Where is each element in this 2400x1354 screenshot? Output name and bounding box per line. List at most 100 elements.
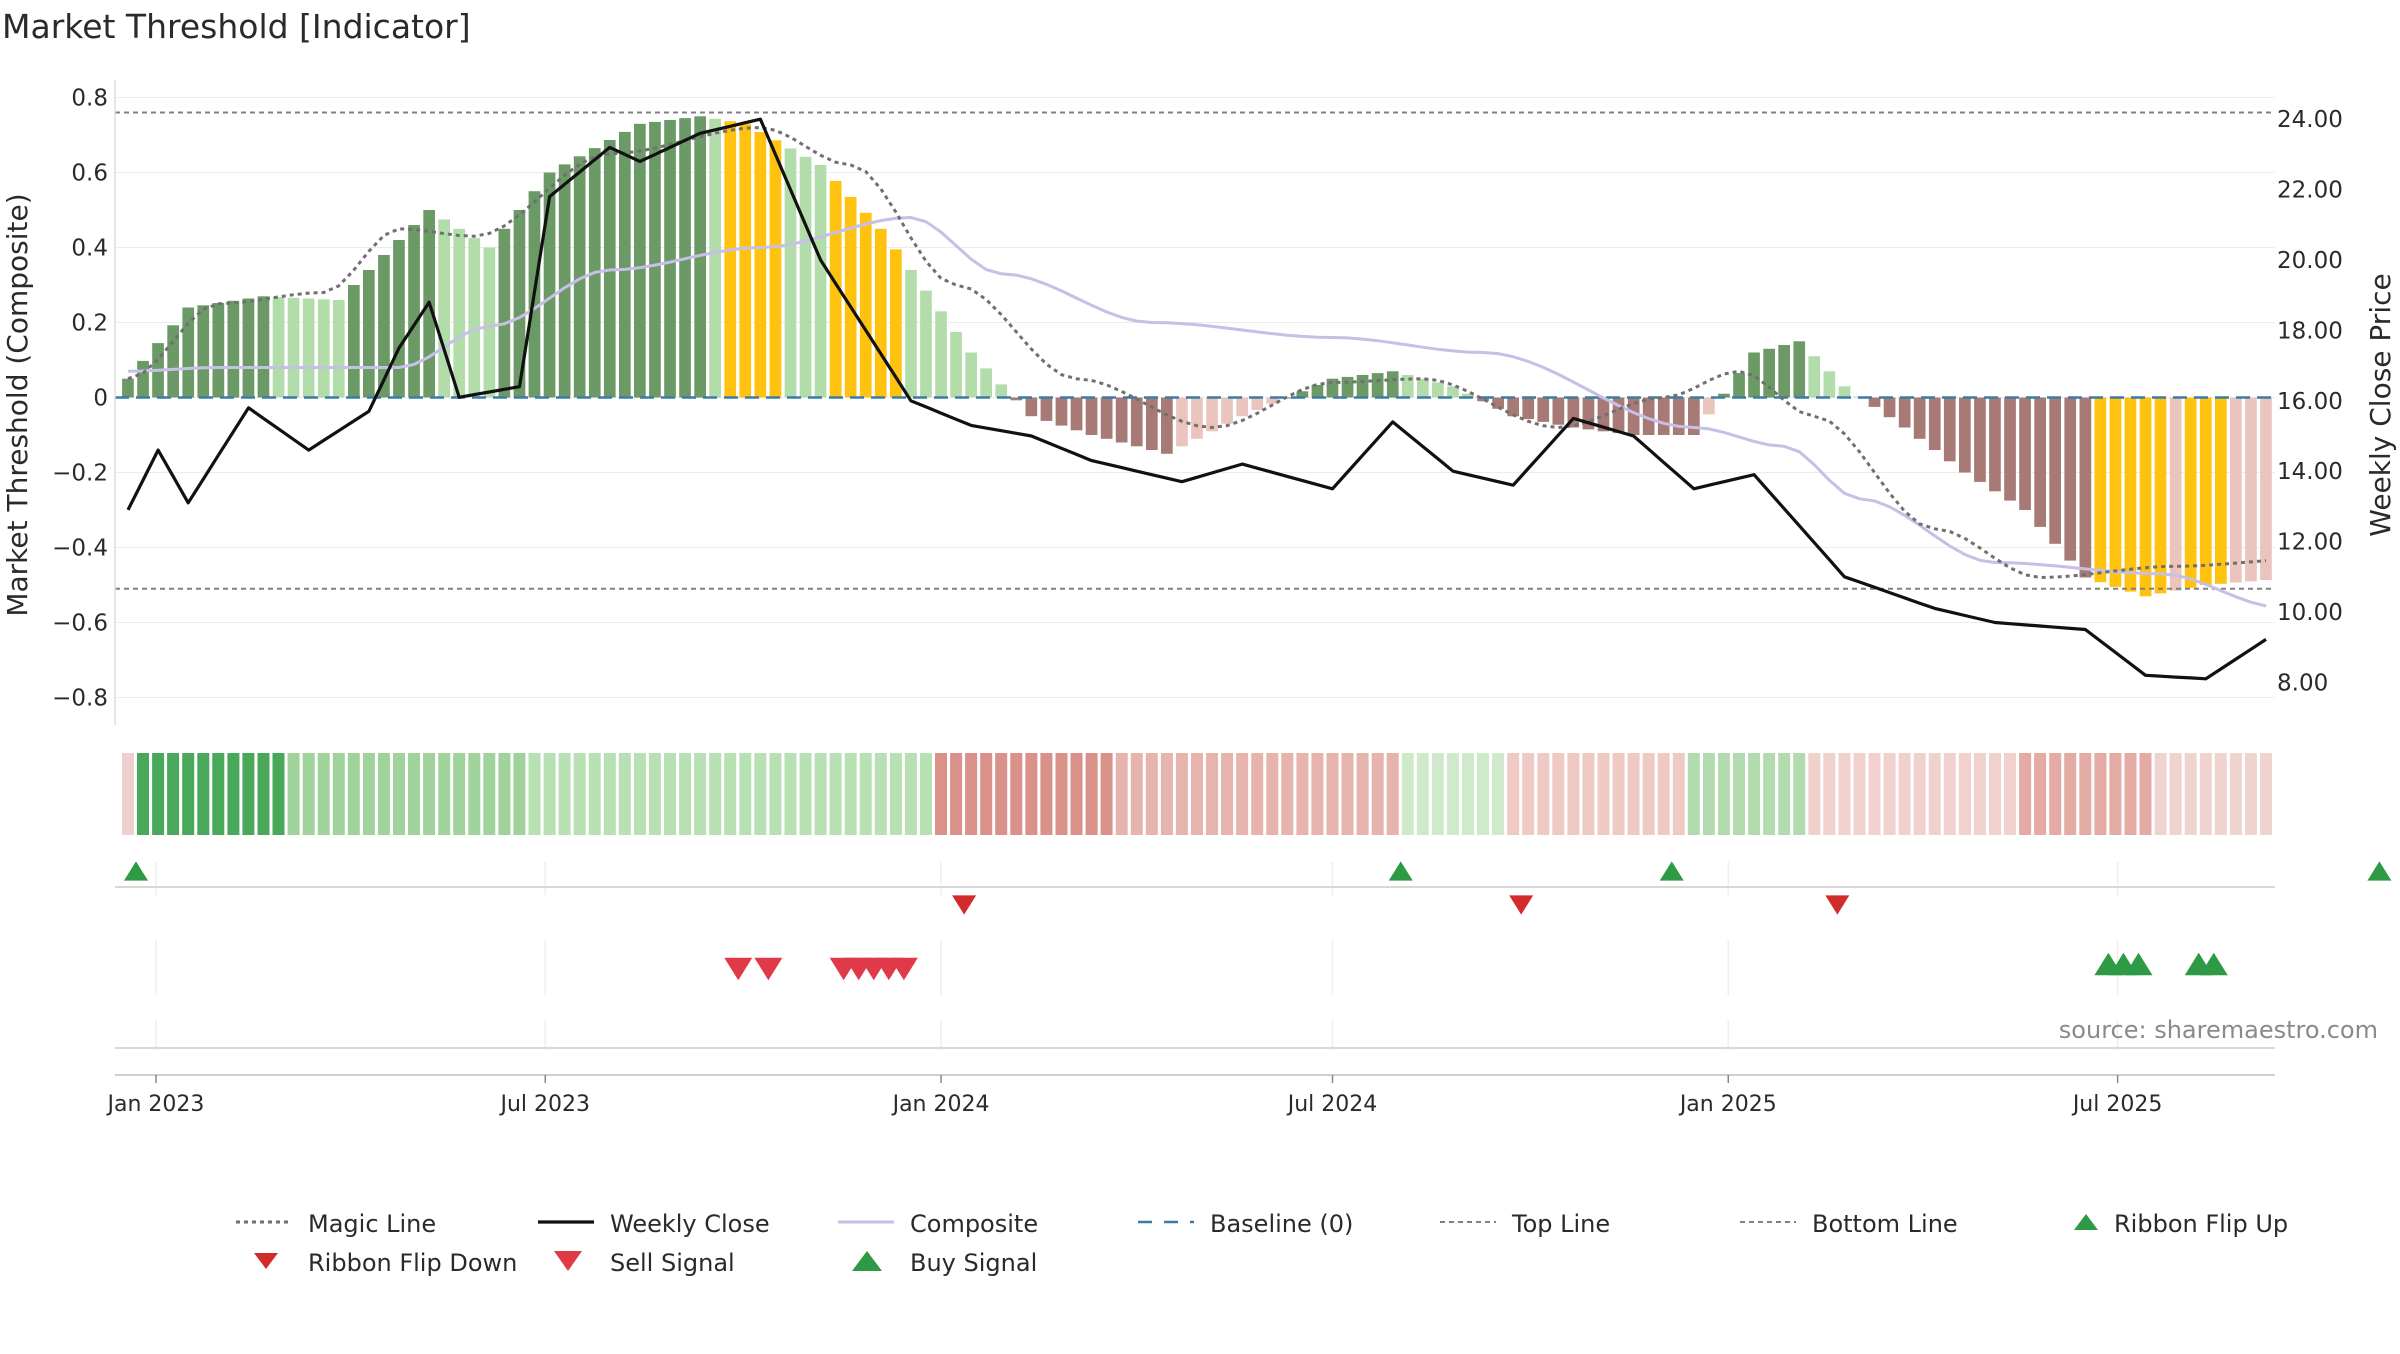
composite-bar — [257, 296, 270, 398]
ribbon-cell — [603, 753, 616, 835]
composite-bar — [784, 148, 797, 398]
composite-bar — [1808, 356, 1821, 398]
ribbon-cell — [1958, 753, 1971, 835]
composite-line — [127, 215, 2267, 608]
composite-bar — [769, 140, 782, 398]
legend-swatch-flip-up — [2074, 1214, 2098, 1230]
composite-bar — [709, 118, 721, 398]
ribbon-cell — [1401, 753, 1414, 835]
ribbon-cell — [1100, 753, 1113, 835]
ribbon-cell — [498, 753, 511, 835]
composite-bar — [1703, 397, 1715, 415]
ribbon-cell — [1507, 753, 1520, 835]
ribbon-cell — [769, 753, 782, 835]
y2-tick-label: 20.00 — [2277, 248, 2343, 274]
ribbon-cell — [1898, 753, 1911, 835]
ribbon-cell — [1010, 753, 1023, 835]
ribbon-cell — [889, 753, 902, 835]
ribbon-cell — [2169, 753, 2182, 835]
composite-bar — [1010, 397, 1023, 401]
legend-item-flipdown: Ribbon Flip Down — [254, 1249, 517, 1277]
ribbon-cell — [1612, 753, 1625, 835]
composite-bar — [1913, 397, 1926, 439]
ribbon-cell — [1853, 753, 1866, 835]
ribbon-cell — [1823, 753, 1836, 835]
ribbon-cell — [1883, 753, 1896, 835]
y-tick-label: −0.4 — [52, 536, 108, 562]
composite-bar — [1115, 397, 1128, 443]
ribbon-cell — [1913, 753, 1926, 835]
ribbon-cell — [2214, 753, 2227, 835]
ribbon-cell — [287, 753, 300, 835]
composite-bar — [965, 352, 977, 398]
composite-bar — [829, 180, 842, 398]
ribbon-cell — [1733, 753, 1745, 835]
composite-bar — [1507, 397, 1519, 417]
ribbon-cell — [2184, 753, 2197, 835]
composite-bar — [1221, 397, 1233, 424]
legend-label: Ribbon Flip Up — [2114, 1210, 2288, 1238]
ribbon-cell — [935, 753, 947, 835]
composite-bar — [1868, 397, 1881, 407]
composite-bar — [122, 378, 134, 398]
composite-bar — [393, 240, 405, 398]
y2-axis-label: Weekly Close Price — [2364, 273, 2397, 536]
weekly-close-line — [126, 117, 2267, 681]
ribbon-cell — [1763, 753, 1776, 835]
ribbon-cell — [1236, 753, 1249, 835]
ribbon-cell — [1145, 753, 1158, 835]
y2-tick-label: 10.00 — [2277, 600, 2343, 626]
axes: 0.8 0.6 0.4 0.2 0 −0.2 −0.4 −0.6 −0.8 24.00 22.00 2… — [1, 80, 2397, 725]
composite-bar — [1100, 397, 1113, 439]
ribbon-cell — [1311, 753, 1324, 835]
y-tick-label: 0.2 — [71, 311, 108, 337]
y-tick-label: −0.8 — [52, 686, 108, 712]
composite-bar — [905, 270, 917, 398]
ribbon-cell — [573, 753, 586, 835]
ribbon-cell — [152, 753, 165, 835]
y2-tick-label: 8.00 — [2277, 670, 2328, 696]
composite-bar — [619, 131, 631, 398]
composite-bar — [272, 297, 285, 398]
ribbon-cell — [920, 753, 932, 835]
ribbon-cell — [859, 753, 872, 835]
ribbon-cell — [2124, 753, 2137, 835]
ribbon-cell — [995, 753, 1008, 835]
y-tick-label: −0.6 — [52, 611, 108, 637]
legend-item-close: Weekly Close — [538, 1210, 770, 1238]
ribbon-cell — [1356, 753, 1369, 835]
ribbon-cell — [1175, 753, 1188, 835]
composite-bar — [1130, 397, 1143, 447]
ribbon-cell — [1416, 753, 1429, 835]
composite-bar — [137, 360, 149, 398]
ribbon-cell — [829, 753, 842, 835]
composite-bar — [468, 238, 481, 398]
composite-bar — [2139, 397, 2152, 597]
ribbon-cell — [272, 753, 285, 835]
ribbon-cell — [1943, 753, 1956, 835]
ribbon-cell — [362, 753, 375, 835]
composite-bar — [1672, 397, 1685, 435]
trend-ribbon — [122, 753, 2272, 835]
composite-bar — [1266, 397, 1279, 404]
ribbon-cell — [1838, 753, 1851, 835]
legend-label: Magic Line — [308, 1210, 436, 1238]
x-axis: Jan 2023 Jul 2023 Jan 2024 Jul 2024 Jan 2025… — [106, 1074, 2275, 1117]
composite-bar — [649, 121, 661, 398]
composite-bar — [1417, 378, 1429, 398]
ribbon-cell — [904, 753, 917, 835]
ribbon-cell — [1627, 753, 1640, 835]
composite-bar — [287, 297, 300, 398]
ribbon-cell — [1296, 753, 1309, 835]
line-series — [115, 111, 2275, 681]
ribbon-cell — [2260, 753, 2272, 835]
x-tick-label: Jul 2025 — [2071, 1092, 2163, 1117]
composite-bar — [874, 228, 887, 398]
composite-bar — [1462, 393, 1474, 398]
ribbon-cell — [1552, 753, 1565, 835]
composite-bar — [513, 210, 526, 398]
legend-label: Baseline (0) — [1210, 1210, 1353, 1238]
legend-label: Sell Signal — [610, 1249, 735, 1277]
ribbon-cell — [1808, 753, 1821, 835]
composite-bar — [1959, 397, 1971, 473]
